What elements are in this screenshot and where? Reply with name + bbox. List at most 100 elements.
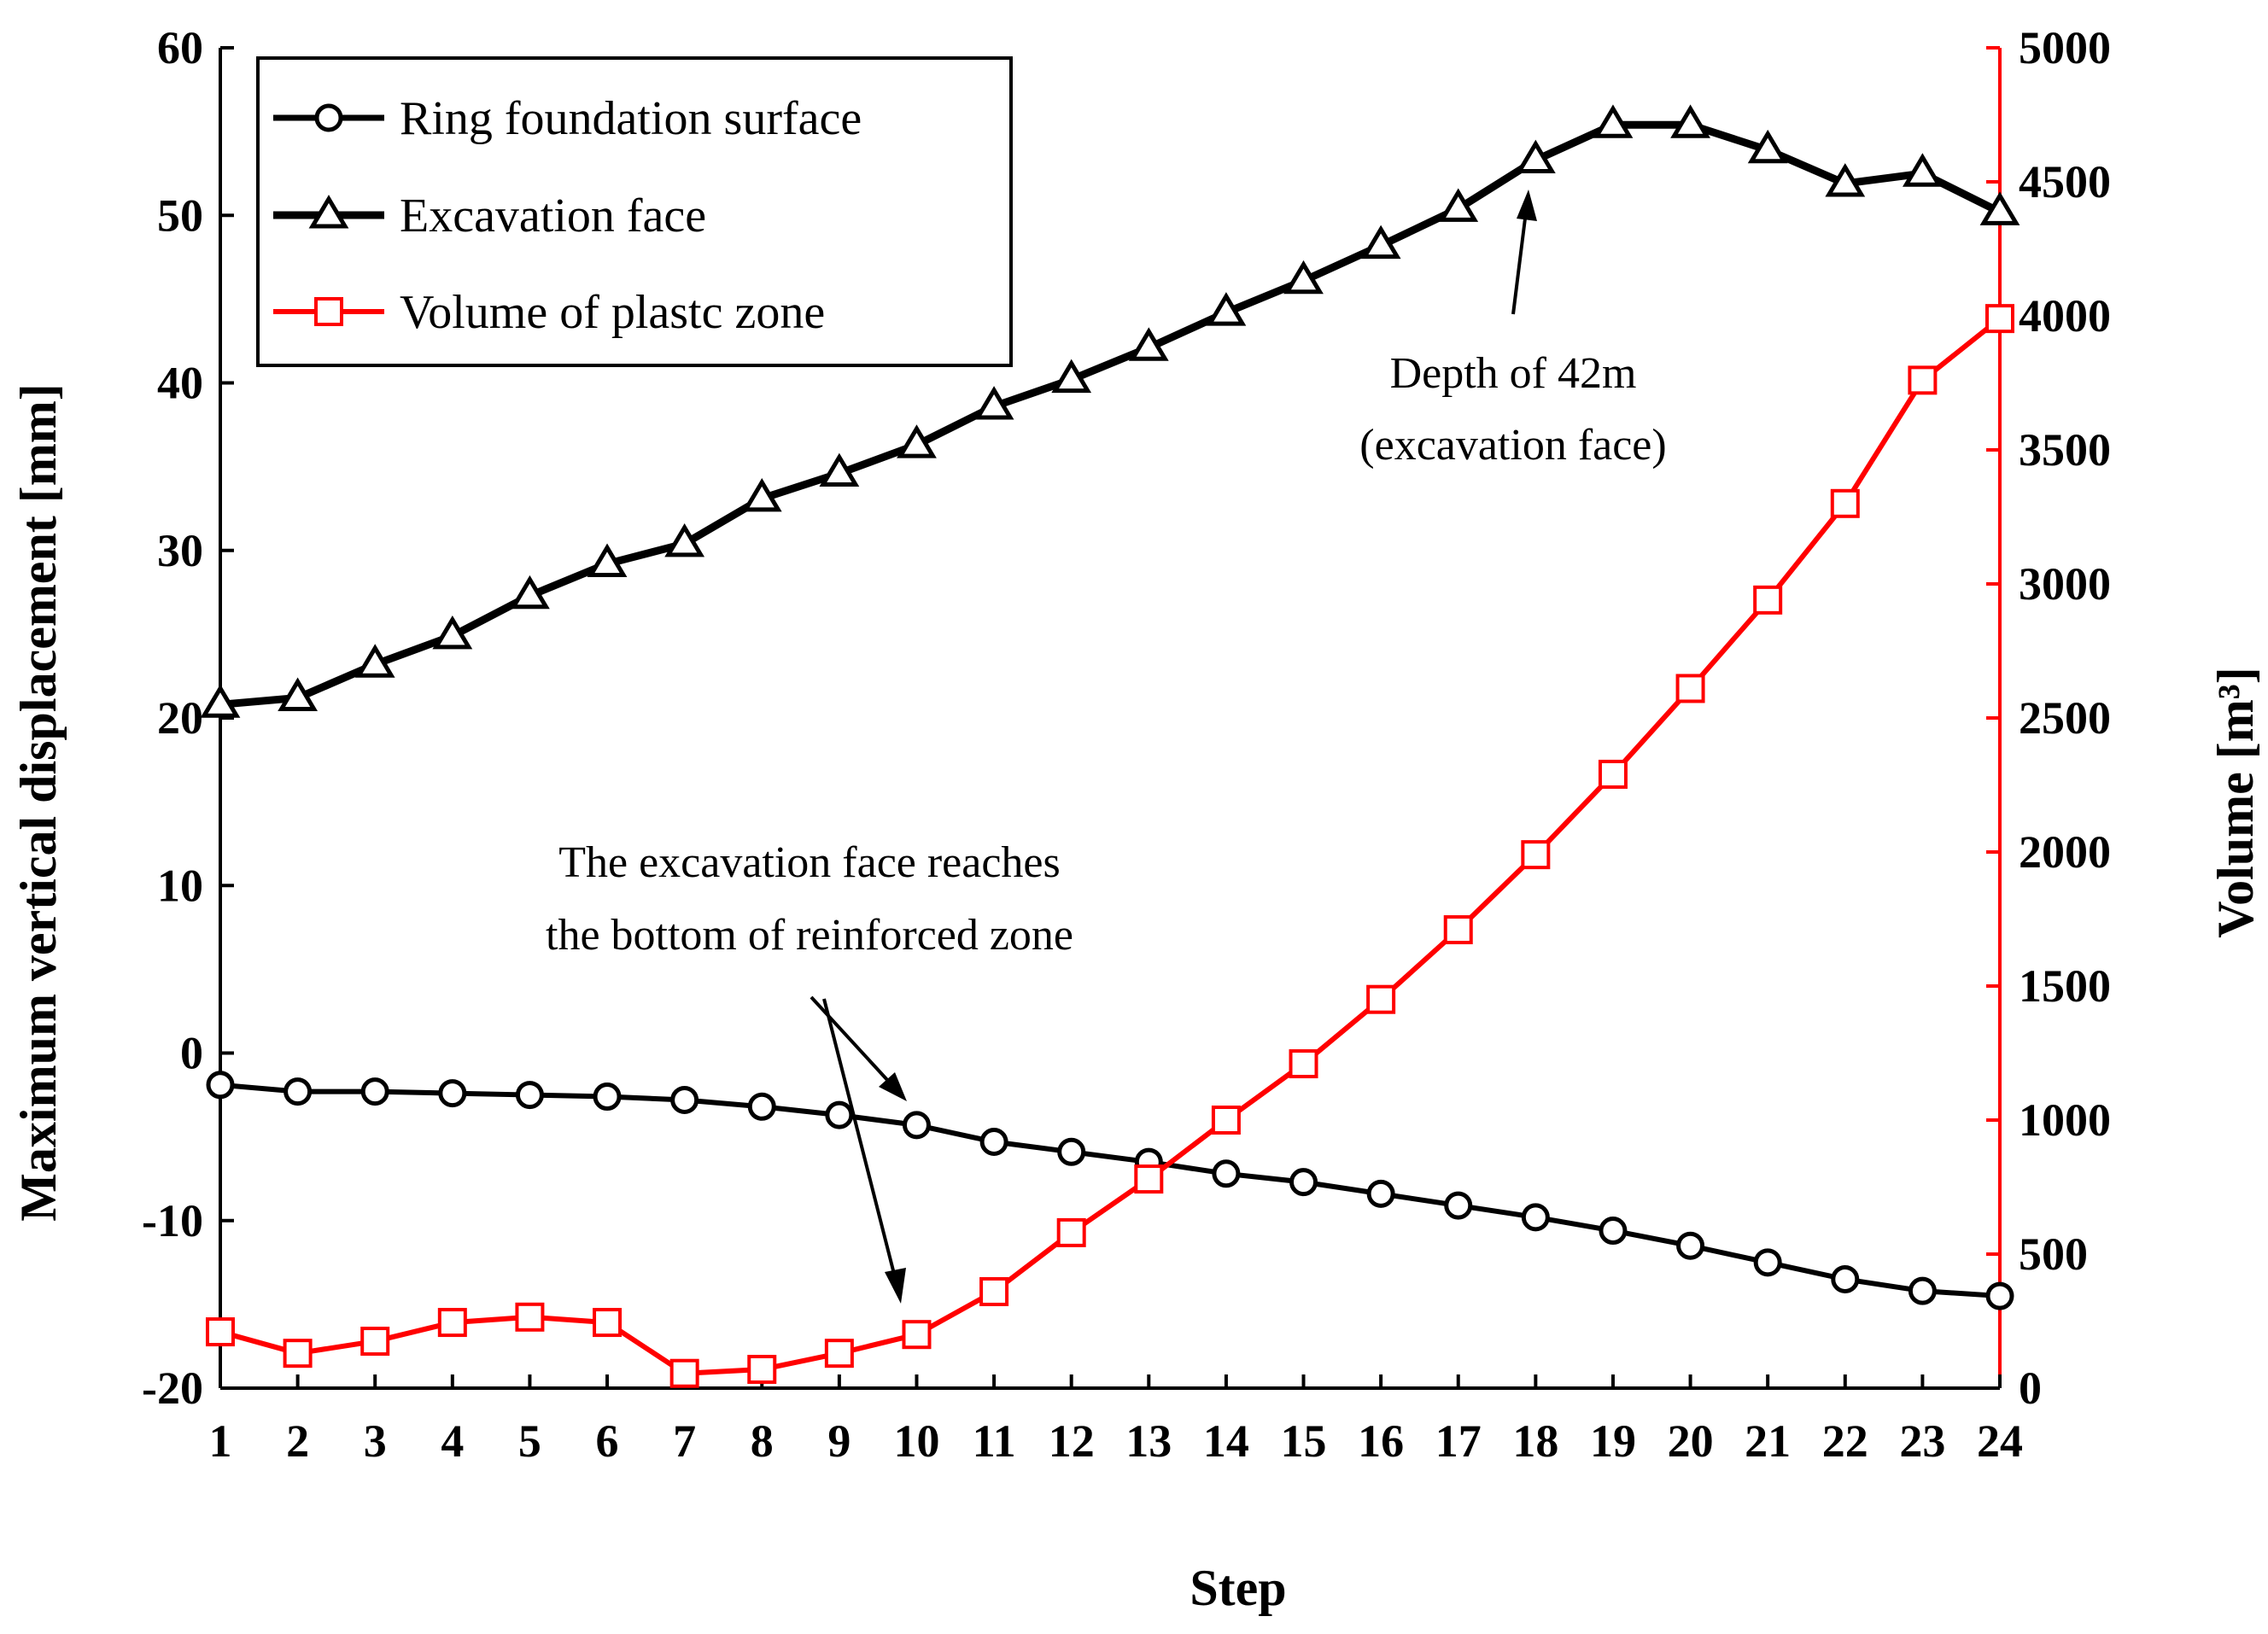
annotation-depth-line2: (excavation face) (1359, 421, 1666, 470)
data-point-triangle (1283, 260, 1324, 295)
x-tick-label: 2 (286, 1415, 309, 1467)
data-point-square (515, 1302, 545, 1332)
data-point-triangle (1128, 327, 1169, 361)
data-point-square (1598, 759, 1628, 789)
x-tick-label: 23 (1899, 1415, 1945, 1467)
y2-tick-label: 3000 (2019, 558, 2111, 610)
y2-axis-title: Volume [m³] (2207, 667, 2264, 937)
annotations: Depth of 42m (excavation face) The excav… (546, 190, 1667, 1304)
data-point-circle (1908, 1276, 1937, 1305)
data-point-triangle (1206, 292, 1247, 326)
data-point-square (1830, 488, 1860, 518)
x-tick-label: 15 (1281, 1415, 1327, 1467)
data-point-square (1211, 1106, 1241, 1135)
data-point-circle (747, 1092, 776, 1121)
data-point-circle (284, 1077, 313, 1106)
data-point-triangle (819, 452, 860, 487)
x-tick-label: 14 (1203, 1415, 1249, 1467)
data-point-circle (1599, 1217, 1628, 1246)
x-tick-label: 22 (1822, 1415, 1868, 1467)
y2-tick-label: 4000 (2019, 290, 2111, 341)
y2-tick-label: 5000 (2019, 22, 2111, 73)
legend-marker-circle (314, 103, 343, 132)
y-tick-label: 50 (157, 190, 203, 241)
data-point-square (1908, 365, 1938, 395)
annotation-reinforced-arrow-upper (810, 995, 890, 1083)
data-point-circle (1676, 1231, 1705, 1260)
data-point-circle (515, 1081, 544, 1110)
data-point-square (1443, 915, 1473, 945)
data-point-square (593, 1308, 623, 1338)
y-tick-label: 60 (157, 22, 203, 73)
data-point-square (437, 1308, 467, 1338)
data-point-circle (1753, 1248, 1782, 1277)
data-point-circle (1985, 1281, 2014, 1310)
x-tick-label: 6 (596, 1415, 619, 1467)
data-point-circle (1057, 1137, 1086, 1166)
data-point-triangle (432, 615, 473, 650)
series-triangle (200, 104, 2020, 718)
x-tick-label: 20 (1668, 1415, 1714, 1467)
y-tick-label: 0 (180, 1028, 203, 1079)
y2-tick-label: 2000 (2019, 826, 2111, 878)
data-point-circle (670, 1085, 699, 1114)
data-point-circle (1212, 1159, 1241, 1188)
data-point-circle (979, 1128, 1008, 1157)
data-point-circle (206, 1071, 235, 1100)
data-point-square (669, 1358, 699, 1388)
data-point-triangle (510, 575, 550, 610)
x-tick-label: 13 (1125, 1415, 1172, 1467)
y-axis-title: Maximum vertical displacement [mm] (10, 383, 67, 1221)
legend-entry-excavation: Excavation face (273, 190, 706, 242)
y2-tick-label: 0 (2019, 1363, 2042, 1414)
series-line (219, 1082, 2001, 1299)
x-tick-label: 1 (209, 1415, 232, 1467)
data-point-triangle (278, 677, 319, 711)
series-square (206, 304, 2014, 1388)
data-point-square (360, 1327, 390, 1357)
legend-label-excavation: Excavation face (400, 190, 706, 242)
y-tick-label: 20 (157, 692, 203, 744)
data-point-triangle (741, 478, 782, 512)
y-tick-label: 10 (157, 860, 203, 911)
data-point-circle (902, 1111, 931, 1140)
legend-entry-volume: Volume of plastc zone (273, 286, 825, 339)
data-point-square (1134, 1164, 1164, 1194)
y2-tick-label: 2500 (2019, 692, 2111, 744)
legend-label-ring: Ring foundation surface (400, 92, 862, 145)
y-tick-label: -20 (142, 1363, 203, 1414)
data-point-circle (438, 1079, 467, 1108)
data-point-square (1521, 840, 1551, 870)
legend-label-volume: Volume of plastc zone (400, 286, 825, 339)
data-point-circle (593, 1083, 622, 1112)
x-tick-label: 21 (1745, 1415, 1791, 1467)
x-tick-label: 4 (441, 1415, 464, 1467)
data-point-circle (1444, 1191, 1473, 1220)
y-tick-label: -10 (142, 1195, 203, 1246)
data-point-triangle (1051, 359, 1092, 394)
data-point-circle (1289, 1168, 1318, 1197)
x-tick-label: 8 (751, 1415, 774, 1467)
data-point-square (1675, 674, 1705, 703)
data-point-square (979, 1276, 1009, 1306)
data-point-triangle (1902, 153, 1943, 187)
data-point-square (206, 1317, 235, 1347)
data-point-circle (1521, 1203, 1550, 1232)
data-point-triangle (1438, 188, 1479, 222)
legend-marker-triangle (308, 195, 349, 229)
annotation-reinforced-line2: the bottom of reinforced zone (546, 911, 1073, 960)
data-point-square (824, 1339, 854, 1368)
data-point-square (283, 1339, 313, 1368)
data-point-triangle (1360, 225, 1401, 260)
data-point-square (1985, 304, 2014, 334)
x-tick-label: 11 (973, 1415, 1016, 1467)
data-point-circle (1366, 1179, 1395, 1208)
x-tick-label: 10 (893, 1415, 939, 1467)
x-tick-label: 16 (1358, 1415, 1404, 1467)
series-layer (200, 104, 2020, 1388)
data-point-circle (825, 1100, 854, 1129)
data-point-square (1366, 984, 1396, 1014)
annotation-reinforced-line1: The excavation face reaches (558, 838, 1061, 887)
y2-tick-label: 4500 (2019, 156, 2111, 207)
